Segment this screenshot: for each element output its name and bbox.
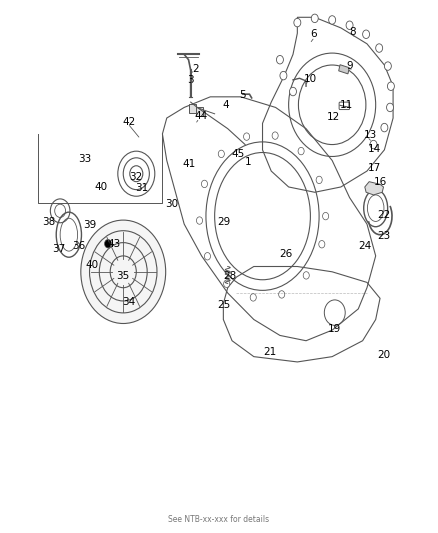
Text: 45: 45 [231, 149, 244, 158]
Circle shape [346, 21, 353, 29]
Polygon shape [365, 182, 384, 195]
Text: 9: 9 [346, 61, 353, 71]
Circle shape [387, 103, 393, 112]
Bar [196, 108, 203, 116]
Text: 25: 25 [218, 300, 231, 310]
Text: 5: 5 [240, 90, 246, 100]
Text: 4: 4 [222, 100, 229, 110]
Circle shape [385, 62, 391, 70]
Text: 21: 21 [264, 348, 277, 358]
Text: 3: 3 [187, 75, 194, 85]
Text: 29: 29 [218, 217, 231, 228]
Text: 8: 8 [349, 27, 356, 37]
Text: 36: 36 [72, 241, 85, 252]
Text: 40: 40 [85, 260, 99, 270]
Text: 1: 1 [245, 157, 252, 166]
Circle shape [363, 30, 370, 38]
Text: 31: 31 [135, 183, 148, 193]
Circle shape [328, 15, 336, 24]
Circle shape [218, 150, 224, 158]
Bar [189, 104, 196, 113]
Circle shape [224, 280, 230, 287]
Circle shape [381, 123, 388, 132]
Circle shape [303, 272, 309, 279]
Text: 38: 38 [42, 217, 55, 228]
Text: 40: 40 [94, 182, 107, 192]
Text: 35: 35 [116, 271, 129, 280]
Text: 2: 2 [192, 64, 198, 74]
Text: 10: 10 [304, 74, 317, 84]
Circle shape [197, 217, 202, 224]
Text: 34: 34 [122, 297, 135, 307]
Text: 37: 37 [53, 244, 66, 254]
Text: 24: 24 [359, 241, 372, 252]
Ellipse shape [81, 220, 166, 324]
Text: 28: 28 [223, 271, 236, 280]
Circle shape [280, 71, 287, 80]
Text: 44: 44 [194, 111, 207, 122]
Text: 42: 42 [122, 117, 135, 127]
Text: 14: 14 [368, 144, 381, 154]
Text: 30: 30 [166, 199, 179, 209]
Bar [339, 64, 349, 74]
Circle shape [294, 18, 301, 27]
Text: 43: 43 [107, 239, 120, 249]
Text: 22: 22 [377, 209, 390, 220]
Circle shape [201, 180, 208, 188]
Text: 12: 12 [327, 112, 340, 122]
Circle shape [105, 239, 112, 248]
Text: See NTB-xx-xxx for details: See NTB-xx-xxx for details [169, 515, 269, 523]
Text: 41: 41 [183, 159, 196, 169]
Text: 16: 16 [374, 176, 387, 187]
Text: 39: 39 [83, 220, 96, 230]
Text: 6: 6 [311, 29, 317, 39]
Circle shape [319, 240, 325, 248]
Circle shape [244, 133, 250, 140]
Text: 33: 33 [78, 154, 92, 164]
Circle shape [290, 87, 297, 96]
Circle shape [311, 14, 318, 22]
Circle shape [272, 132, 278, 139]
Circle shape [276, 55, 283, 64]
Text: 32: 32 [129, 172, 142, 182]
Circle shape [316, 176, 322, 183]
Circle shape [376, 44, 383, 52]
Text: 20: 20 [377, 350, 390, 360]
Circle shape [279, 290, 285, 298]
Text: 13: 13 [364, 130, 377, 140]
Circle shape [370, 140, 377, 149]
Text: 11: 11 [340, 100, 353, 110]
Text: 26: 26 [279, 249, 292, 259]
Circle shape [322, 213, 328, 220]
Text: 23: 23 [377, 231, 390, 241]
Text: 19: 19 [328, 324, 341, 334]
Circle shape [388, 82, 394, 91]
Circle shape [250, 294, 256, 301]
Circle shape [298, 148, 304, 155]
Text: 17: 17 [368, 163, 381, 173]
Circle shape [205, 253, 211, 260]
